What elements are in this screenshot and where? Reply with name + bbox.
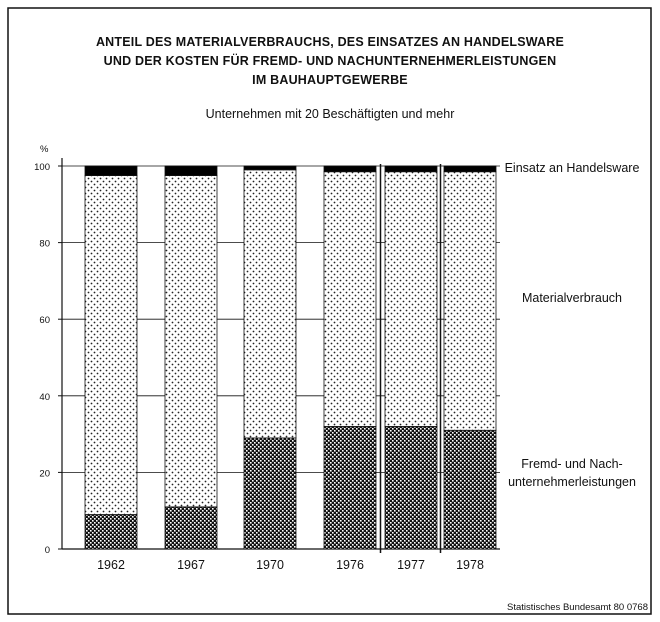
bar-segment: [243, 169, 297, 439]
y-tick-label: 60: [39, 315, 50, 326]
bar-segment: [84, 165, 138, 176]
chart-title: IM BAUHAUPTGEWERBE: [252, 73, 408, 87]
bar-segment: [323, 165, 377, 173]
bar-segment: [443, 165, 497, 173]
bar-segment: [323, 426, 377, 550]
bar-segment: [84, 175, 138, 515]
legend-label: Einsatz an Handelsware: [505, 161, 640, 175]
legend-label: Materialverbrauch: [522, 291, 622, 305]
bar-segment: [384, 171, 438, 427]
bar-segment: [323, 171, 377, 427]
bar-segment: [164, 175, 218, 508]
source: Statistisches Bundesamt 80 0768: [507, 602, 648, 613]
chart-subtitle: Unternehmen mit 20 Beschäftigten und meh…: [206, 107, 455, 121]
chart-title: ANTEIL DES MATERIALVERBRAUCHS, DES EINSA…: [96, 35, 564, 49]
y-tick-label: 40: [39, 392, 50, 403]
bar-segment: [384, 426, 438, 550]
bar-segment: [243, 437, 297, 550]
legend-label: Fremd- und Nach-unternehmerleistungen: [508, 457, 636, 489]
bar-segment: [443, 171, 497, 431]
bar-segment: [164, 506, 218, 550]
x-tick-label: 1962: [97, 558, 125, 572]
y-tick-label: 20: [39, 468, 50, 479]
y-tick-label: 0: [45, 545, 50, 556]
y-axis-label: %: [40, 144, 49, 155]
chart-title: UND DER KOSTEN FÜR FREMD- UND NACHUNTERN…: [104, 53, 557, 68]
x-tick-label: 1977: [397, 558, 425, 572]
x-tick-label: 1976: [336, 558, 364, 572]
y-tick-label: 100: [34, 162, 50, 173]
x-tick-label: 1978: [456, 558, 484, 572]
y-tick-label: 80: [39, 239, 50, 250]
bar-segment: [384, 165, 438, 173]
bar-segment: [164, 165, 218, 176]
x-tick-label: 1967: [177, 558, 205, 572]
frame: [7, 7, 652, 615]
bar-segment: [443, 429, 497, 550]
x-tick-label: 1970: [256, 558, 284, 572]
bar-segment: [243, 165, 297, 171]
bar-segment: [84, 514, 138, 550]
